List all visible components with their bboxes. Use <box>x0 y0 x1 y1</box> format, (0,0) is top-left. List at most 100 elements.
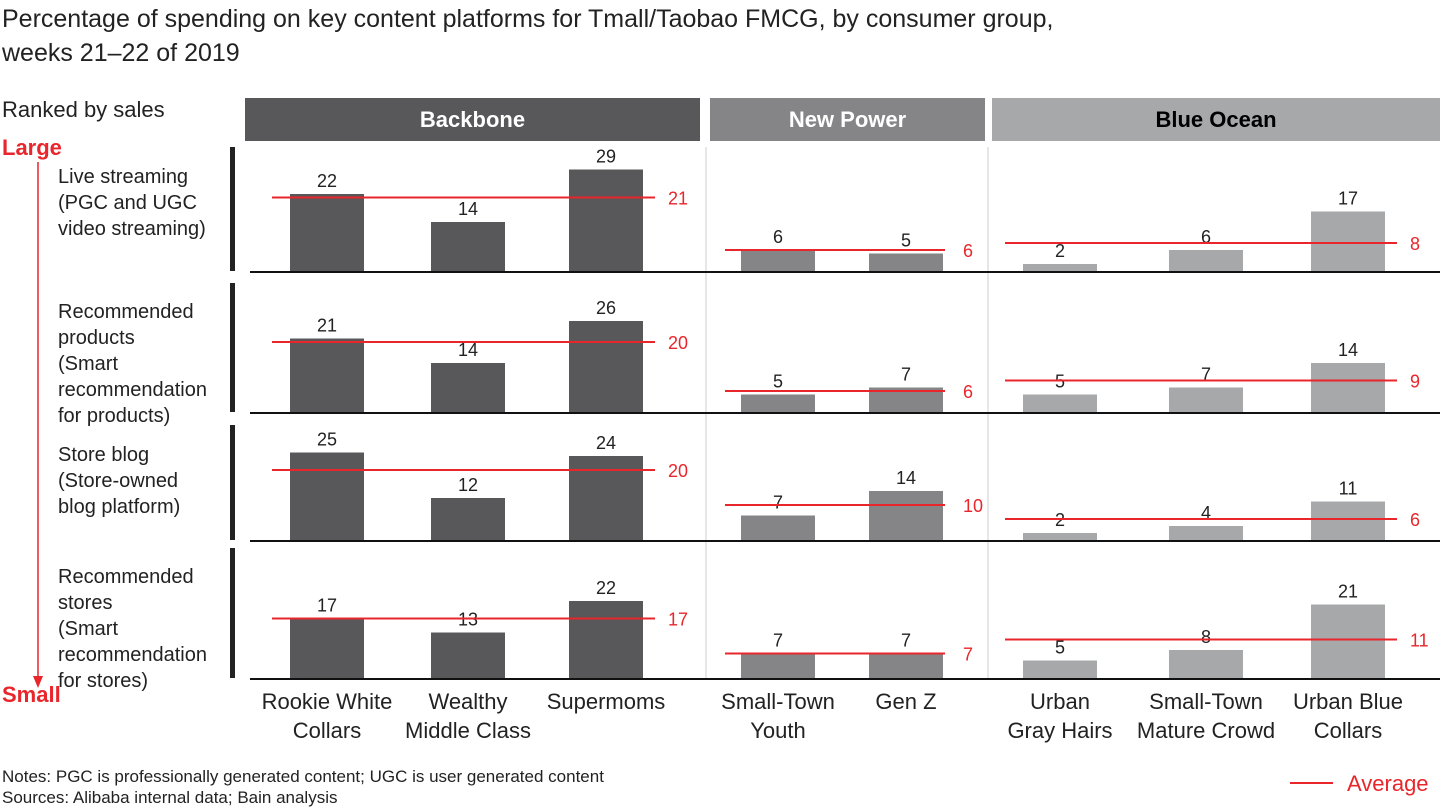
bar-value-label: 29 <box>596 147 616 167</box>
category-label: Small-Town <box>721 689 835 714</box>
sources: Sources: Alibaba internal data; Bain ana… <box>2 788 337 807</box>
bar-value-label: 14 <box>458 340 478 360</box>
bar <box>290 452 364 540</box>
category-label: Supermoms <box>547 689 666 714</box>
row-label: for products) <box>58 405 170 427</box>
bar <box>569 321 643 412</box>
category-label: Gray Hairs <box>1007 718 1112 743</box>
category-label: Collars <box>293 718 361 743</box>
average-label: 11 <box>1410 631 1429 651</box>
average-label: 6 <box>963 241 973 261</box>
bar-value-label: 7 <box>1201 365 1211 385</box>
row-label: video streaming) <box>58 218 206 240</box>
notes: Notes: PGC is professionally generated c… <box>2 767 604 786</box>
bar-value-label: 7 <box>901 631 911 651</box>
bar <box>741 653 815 678</box>
bar <box>1023 264 1097 271</box>
average-label: 9 <box>1410 372 1420 392</box>
bar <box>1023 533 1097 540</box>
group-header-0 <box>245 98 700 141</box>
row-label: (Smart <box>58 618 118 640</box>
row-label: blog platform) <box>58 496 180 518</box>
bar <box>741 250 815 271</box>
row-label: (Store-owned <box>58 470 178 492</box>
bar-value-label: 14 <box>1338 340 1358 360</box>
bar-value-label: 26 <box>596 298 616 318</box>
bar-value-label: 5 <box>1055 638 1065 658</box>
bar-value-label: 14 <box>458 199 478 219</box>
row-label: products <box>58 327 135 349</box>
bar-value-label: 17 <box>317 596 337 616</box>
rank-arrow <box>33 162 43 688</box>
bar-value-label: 17 <box>1338 189 1358 209</box>
row-label: (Smart <box>58 353 118 375</box>
bar-value-label: 7 <box>901 365 911 385</box>
bar-value-label: 8 <box>1201 627 1211 647</box>
bar-value-label: 5 <box>773 372 783 392</box>
row-label: recommendation <box>58 379 207 401</box>
category-label: Small-Town <box>1149 689 1263 714</box>
bar-value-label: 14 <box>896 468 916 488</box>
rank-top-label: Large <box>2 135 62 160</box>
category-label: Youth <box>750 718 805 743</box>
bar <box>290 194 364 271</box>
category-label: Mature Crowd <box>1137 718 1275 743</box>
row-bracket <box>230 548 235 678</box>
bar <box>1311 501 1385 540</box>
bar-value-label: 21 <box>317 316 337 336</box>
row-label: for stores) <box>58 670 148 692</box>
bar-value-label: 21 <box>1338 582 1358 602</box>
bar <box>869 653 943 678</box>
average-label: 6 <box>1410 510 1420 530</box>
bar-value-label: 22 <box>596 578 616 598</box>
row-label: Live streaming <box>58 166 188 188</box>
average-label: 20 <box>668 461 688 481</box>
bar <box>869 491 943 540</box>
bar-value-label: 7 <box>773 493 783 513</box>
bar <box>1023 394 1097 412</box>
average-label: 8 <box>1410 234 1420 254</box>
average-label: 7 <box>963 645 973 665</box>
bar <box>431 498 505 540</box>
legend: Average <box>1290 771 1429 796</box>
bar <box>290 618 364 678</box>
rank-label: Ranked by sales <box>2 97 165 122</box>
category-label: Urban Blue <box>1293 689 1403 714</box>
legend-average-label: Average <box>1347 771 1429 796</box>
rank-bottom-label: Small <box>2 682 61 707</box>
bar <box>431 222 505 271</box>
bar <box>431 632 505 678</box>
category-label: Gen Z <box>875 689 936 714</box>
bar <box>1311 604 1385 678</box>
category-label: Middle Class <box>405 718 531 743</box>
average-label: 21 <box>668 189 688 209</box>
bar <box>741 515 815 540</box>
bar-value-label: 6 <box>773 227 783 247</box>
category-label: Wealthy <box>428 689 507 714</box>
bar <box>869 253 943 271</box>
chart-title: Percentage of spending on key content pl… <box>2 5 1053 33</box>
bar <box>1169 650 1243 678</box>
bar <box>569 169 643 271</box>
bar <box>431 363 505 412</box>
bar <box>1311 363 1385 412</box>
group-header-1 <box>710 98 985 141</box>
bar <box>1023 660 1097 678</box>
row-label: Store blog <box>58 444 149 466</box>
average-label: 6 <box>963 382 973 402</box>
average-label: 10 <box>963 496 983 516</box>
bar-value-label: 22 <box>317 171 337 191</box>
group-header-label: New Power <box>789 107 907 132</box>
group-header-label: Blue Ocean <box>1155 107 1276 132</box>
row-label: recommendation <box>58 644 207 666</box>
group-header-label: Backbone <box>420 107 525 132</box>
category-label: Urban <box>1030 689 1090 714</box>
category-label: Rookie White <box>262 689 393 714</box>
bar <box>1311 211 1385 271</box>
group-header-2 <box>992 98 1440 141</box>
row-bracket <box>230 283 235 412</box>
bar-value-label: 11 <box>1339 479 1358 499</box>
row-bracket <box>230 147 235 271</box>
bar <box>1169 250 1243 271</box>
